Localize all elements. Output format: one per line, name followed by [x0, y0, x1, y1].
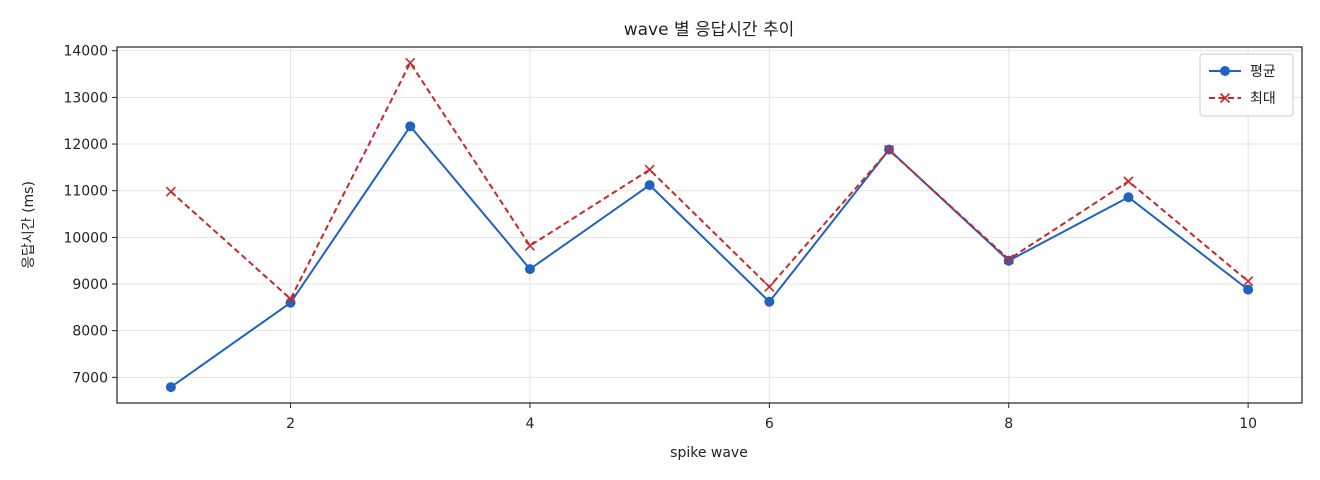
legend-marker: [1219, 92, 1231, 104]
y-tick-label: 8000: [72, 324, 108, 340]
y-tick-label: 9000: [72, 277, 108, 293]
data-point: [285, 293, 296, 305]
legend-label: 최대: [1250, 91, 1276, 107]
data-point: [285, 297, 296, 308]
series-1: [165, 121, 1254, 393]
data-point: [1243, 284, 1254, 295]
data-point: [1003, 254, 1014, 265]
plot-frame: [116, 46, 1303, 404]
data-point: [764, 296, 775, 307]
y-tick-label: 12000: [63, 137, 108, 153]
x-tick-label: 4: [525, 416, 534, 432]
data-point: [1243, 276, 1254, 287]
x-axis-label: spike wave: [670, 445, 748, 461]
y-tick-label: 7000: [72, 370, 108, 386]
x-tick-label: 2: [286, 416, 295, 432]
data-point: [165, 186, 176, 197]
x-tick-label: 6: [765, 416, 774, 432]
series-layer: [165, 57, 1254, 393]
legend-marker: [1220, 66, 1230, 76]
legend-box: [1199, 53, 1294, 117]
y-tick-label: 14000: [63, 44, 108, 60]
data-point: [405, 121, 416, 132]
data-point: [1123, 192, 1134, 203]
data-point: [764, 281, 775, 292]
data-point: [524, 264, 535, 275]
x-axis: 2 4 6 8 10: [286, 403, 1257, 432]
data-point: [883, 145, 895, 156]
data-point: [644, 180, 655, 191]
y-tick-label: 11000: [63, 184, 108, 200]
series-line: [170, 61, 1249, 300]
data-point: [644, 164, 655, 175]
x-tick-label: 10: [1239, 416, 1257, 432]
legend-label: 평균: [1250, 64, 1276, 80]
grid: [117, 47, 1302, 403]
series-2: [165, 57, 1254, 305]
series-line: [170, 125, 1249, 388]
data-point: [405, 57, 416, 68]
data-point: [524, 240, 536, 251]
y-axis: 7000 8000 9000 10000 11000 12000 13000 14000: [63, 44, 117, 386]
y-axis-label: 응답시간 (ms): [21, 181, 37, 269]
y-tick-label: 13000: [63, 90, 108, 106]
y-tick-label: 10000: [63, 230, 108, 246]
x-tick-label: 8: [1004, 416, 1013, 432]
data-point: [1123, 176, 1134, 187]
chart-title: wave 별 응답시간 추이: [624, 20, 795, 40]
data-point: [165, 382, 176, 393]
